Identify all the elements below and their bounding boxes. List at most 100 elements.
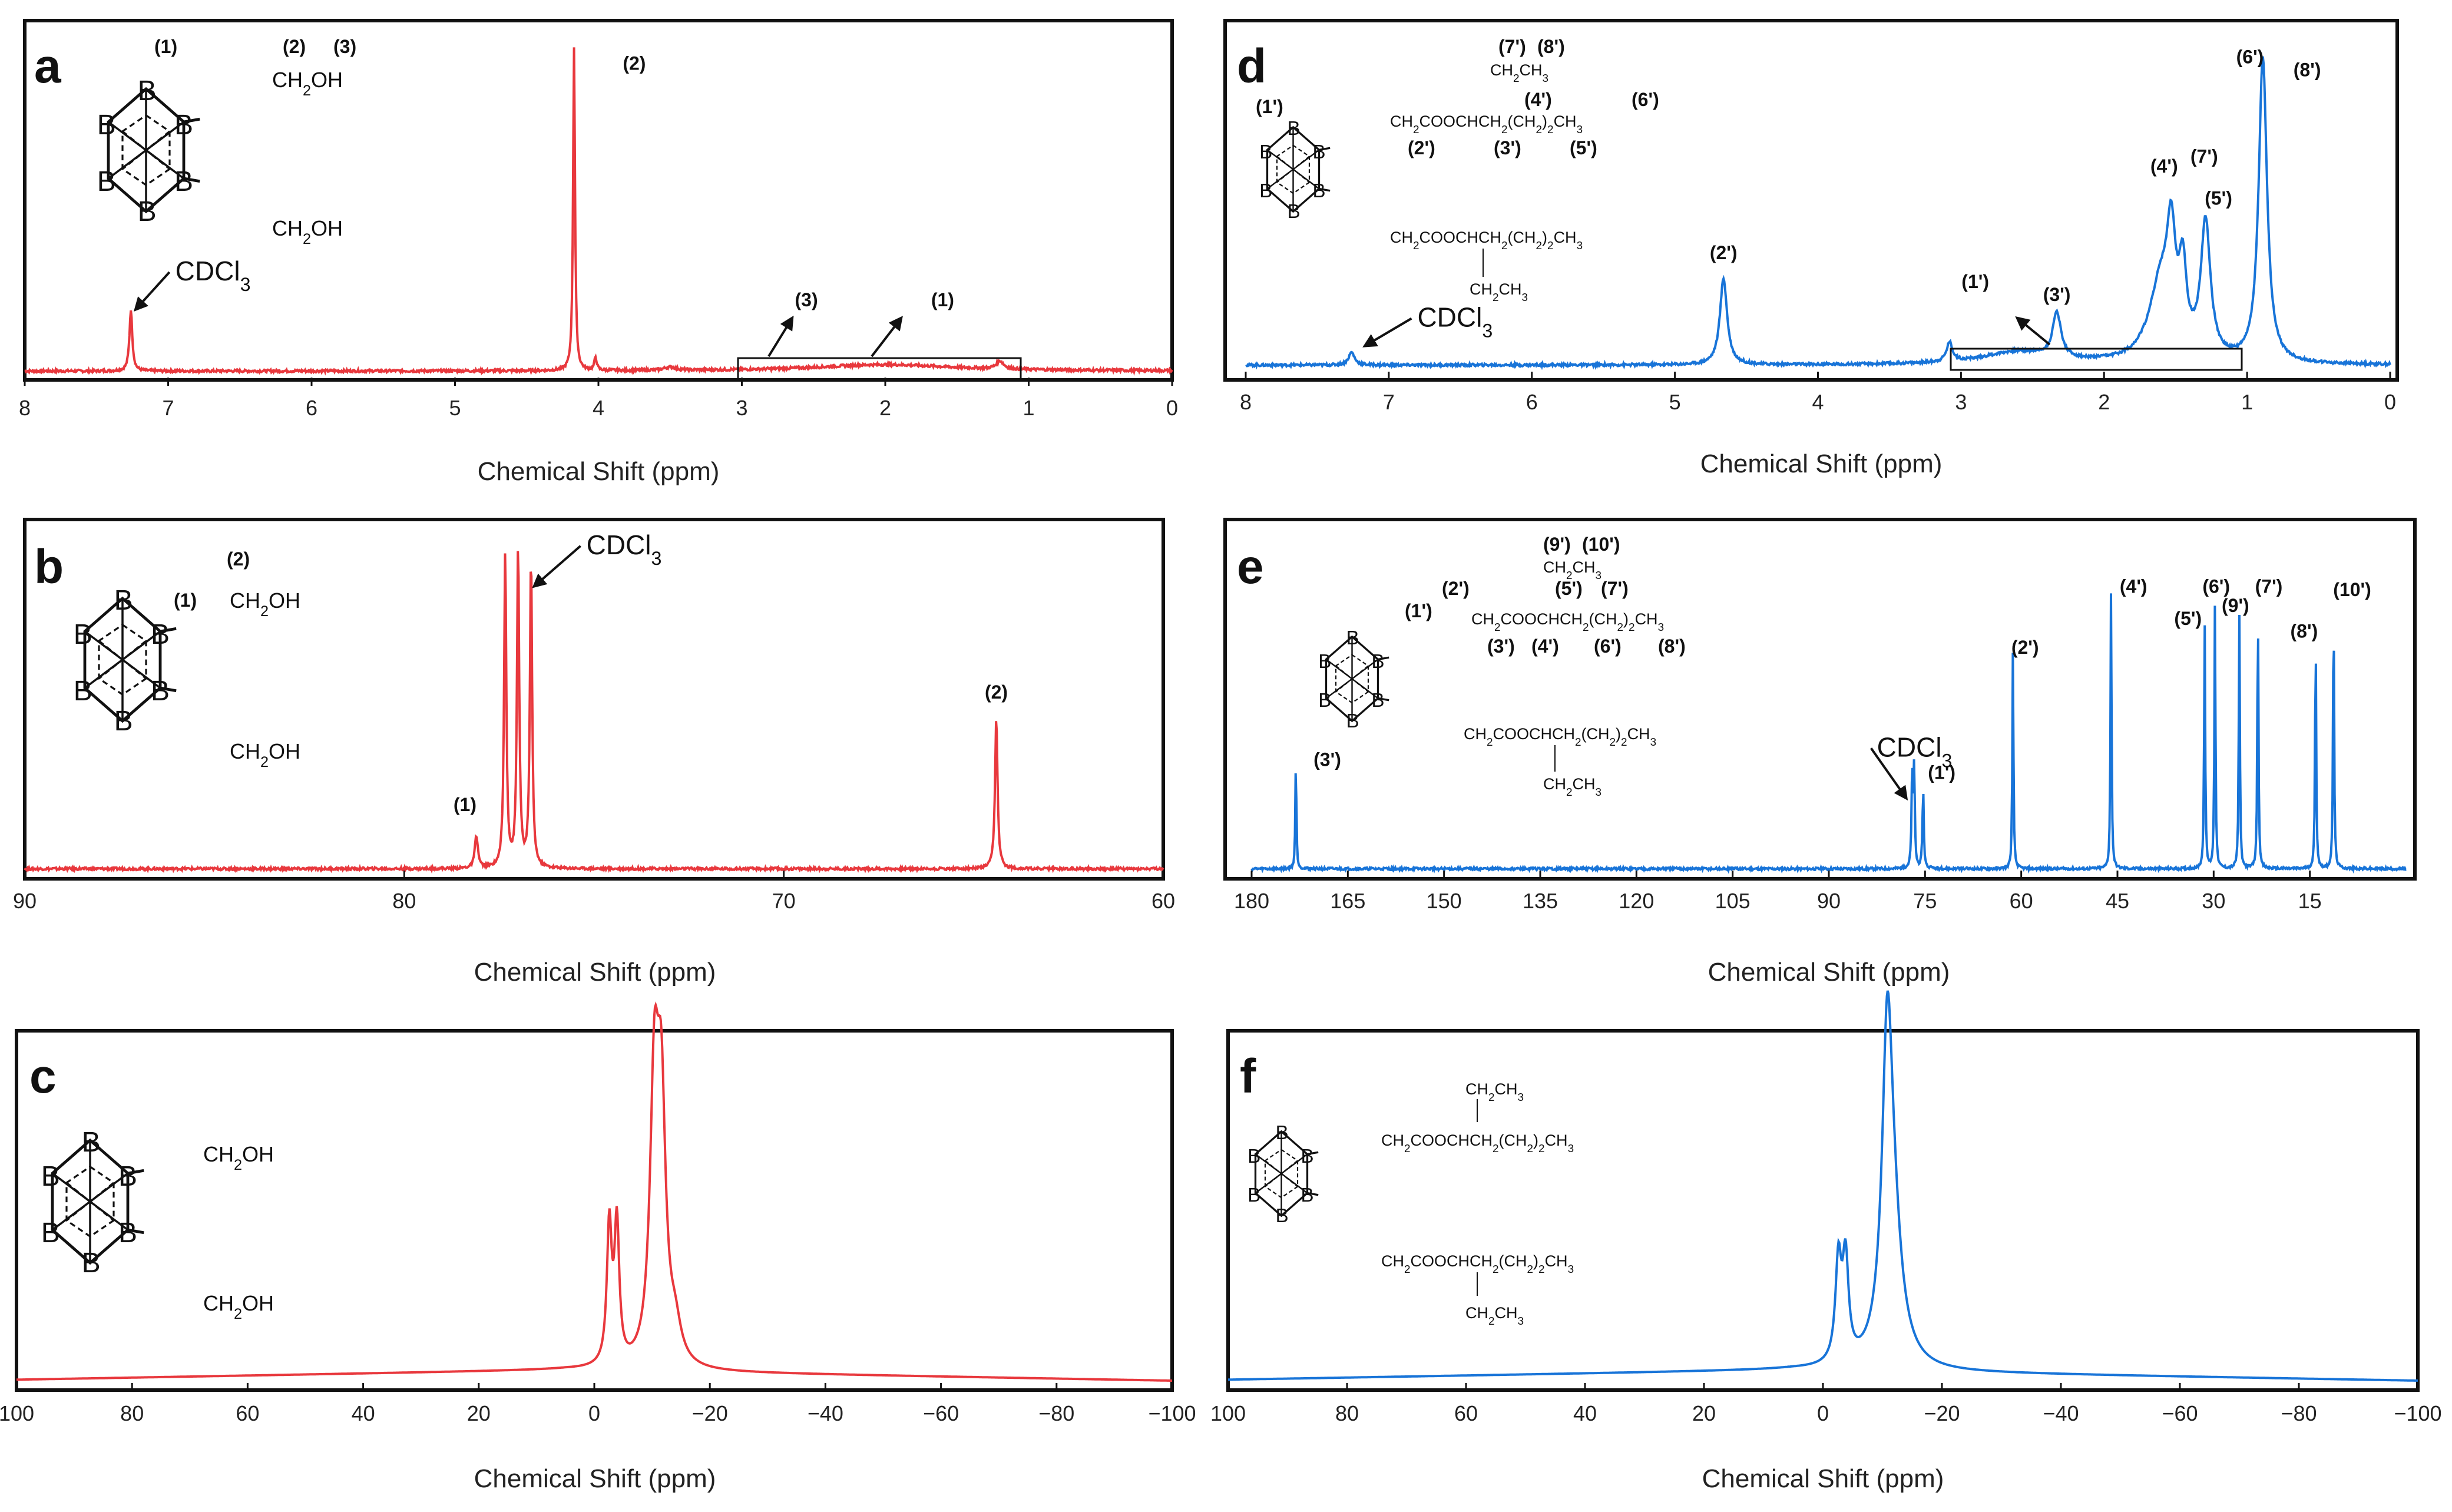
tick-label: 1 — [1023, 396, 1034, 420]
peak-label: (4') — [2150, 155, 2178, 177]
panel-b-letter: b — [34, 540, 64, 594]
tick-label: 6 — [306, 396, 317, 420]
structure-label-d-4: (4') — [1524, 89, 1552, 110]
peak-label: (4') — [2120, 575, 2147, 597]
svg-text:B: B — [174, 110, 193, 141]
tick-label: 60 — [236, 1401, 259, 1425]
solvent-label: CDCl3 — [176, 256, 251, 295]
tick-label: 120 — [1619, 889, 1654, 913]
tick-label: 150 — [1427, 889, 1462, 913]
solvent-arrow — [1870, 747, 1908, 801]
peak-label: (6') — [2202, 575, 2230, 597]
structure-label-e-10: (10') — [1582, 534, 1620, 555]
peak-labels-b: (1) (2) — [454, 681, 1008, 815]
e-line-ethyl-bottom: CH2CH3 — [1543, 775, 1601, 799]
panel-d-letter: d — [1237, 39, 1266, 93]
svg-text:B: B — [1346, 710, 1359, 732]
svg-text:B: B — [1301, 1184, 1314, 1206]
tick-label: −20 — [692, 1401, 728, 1425]
panel-c-letter: c — [29, 1050, 57, 1103]
tick-label: 90 — [13, 889, 37, 913]
tick-label: −40 — [2043, 1401, 2079, 1425]
tick-label: 8 — [19, 396, 31, 420]
peak-label: (3') — [1313, 749, 1341, 770]
d-line-ester-bottom: CH2COOCHCH2(CH2)2CH3 — [1390, 229, 1583, 252]
svg-text:B: B — [1288, 200, 1301, 222]
solvent-label: CDCl3 — [1877, 732, 1953, 771]
svg-text:B: B — [1318, 650, 1331, 672]
structure-label-e-8: (8') — [1658, 636, 1686, 657]
structure-label-e-3: (3') — [1487, 636, 1515, 657]
svg-text:B: B — [1259, 180, 1272, 201]
peak-label: (5') — [2205, 188, 2232, 209]
tick-label: 100 — [0, 1401, 34, 1425]
svg-text:B: B — [1301, 1145, 1314, 1167]
solvent-arrow — [1362, 317, 1412, 348]
tick-label: −60 — [2162, 1401, 2198, 1425]
tick-label: −100 — [2394, 1401, 2441, 1425]
f-line-ethyl-top: CH2CH3 — [1465, 1080, 1524, 1104]
svg-text:B: B — [138, 196, 157, 227]
peak-label: (1) — [454, 794, 476, 815]
peak-label: (2') — [2011, 637, 2039, 658]
structure-d: B B B B B B — [1259, 117, 1331, 222]
svg-text:B: B — [138, 75, 157, 107]
x-axis-title-c: Chemical Shift (ppm) — [474, 1464, 716, 1493]
structure-label-e-4: (4') — [1531, 636, 1559, 657]
zoom-box-a — [737, 357, 1022, 382]
peak-label: (3') — [2043, 284, 2071, 305]
spectrum-trace-a — [24, 47, 1173, 376]
svg-text:B: B — [41, 1217, 60, 1249]
structure-label-e-2: (2') — [1442, 578, 1470, 599]
peak-label: (1) — [931, 289, 954, 310]
structure-label-e-1: (1') — [1405, 600, 1432, 621]
ch2oh-bottom-a: CH2OH — [272, 216, 343, 247]
panel-f-frame — [1226, 1029, 2420, 1392]
svg-text:B: B — [151, 676, 170, 707]
solvent-label: CDCl3 — [587, 530, 662, 569]
svg-text:B: B — [97, 110, 116, 141]
ch2oh-top-a: CH2OH — [272, 68, 343, 99]
peak-label: (8') — [2294, 59, 2321, 81]
structure-c: B B B B B B — [41, 1127, 144, 1279]
peak-label: (7') — [2255, 575, 2283, 597]
tick-label: 5 — [1669, 390, 1681, 414]
panel-a: a 8 7 6 5 4 3 2 1 0 (2) (3) (1) CDCl3 Chemical Shi… — [19, 19, 1178, 486]
panel-e: e 180 165 150 135 120 105 90 75 60 45 30 15 (3') (1'… — [1223, 518, 2417, 987]
peak-label: (6') — [2236, 47, 2264, 68]
svg-text:B: B — [74, 676, 92, 707]
panel-f: f 100 80 60 40 20 0 −20 −40 −60 −80 −100 Chemical … — [1210, 990, 2442, 1493]
peak-label: (10') — [2333, 579, 2371, 600]
tick-label: 5 — [449, 396, 461, 420]
peak-label: (9') — [2222, 595, 2249, 616]
tick-label: 165 — [1330, 889, 1365, 913]
tick-label: 6 — [1526, 390, 1538, 414]
tick-label: 45 — [2106, 889, 2129, 913]
tick-label: 90 — [1817, 889, 1841, 913]
tick-label: 40 — [352, 1401, 375, 1425]
ch2oh-bottom-c: CH2OH — [203, 1291, 274, 1322]
tick-label: 80 — [392, 889, 416, 913]
peak-labels-d: (2') (1') (3') (4') (7') (5') (6') (8') — [1710, 47, 2321, 305]
svg-text:B: B — [41, 1161, 60, 1192]
tick-label: −40 — [808, 1401, 843, 1425]
svg-text:B: B — [1372, 689, 1385, 711]
f-line-ester-top: CH2COOCHCH2(CH2)2CH3 — [1381, 1131, 1574, 1155]
peak-labels-a: (2) (3) (1) — [623, 53, 954, 311]
svg-text:B: B — [118, 1217, 137, 1249]
svg-text:B: B — [151, 619, 170, 650]
x-axis-title-d: Chemical Shift (ppm) — [1700, 449, 1943, 478]
tick-label: 0 — [2384, 390, 2396, 414]
tick-label: 7 — [162, 396, 174, 420]
solvent-annotation-e: CDCl3 — [1870, 732, 1953, 801]
svg-text:B: B — [1259, 141, 1272, 163]
tick-label: 180 — [1234, 889, 1269, 913]
structure-label-d-5: (5') — [1570, 137, 1597, 158]
x-axis-title-e: Chemical Shift (ppm) — [1708, 958, 1950, 987]
svg-text:B: B — [114, 706, 133, 737]
tick-label: 0 — [1817, 1401, 1829, 1425]
svg-text:B: B — [97, 166, 116, 197]
x-axis-title-f: Chemical Shift (ppm) — [1702, 1464, 1944, 1493]
panel-d: d 8 7 6 5 4 3 2 1 0 (2') (1') (3') (4') (7') (5') (6')… — [1223, 19, 2399, 478]
